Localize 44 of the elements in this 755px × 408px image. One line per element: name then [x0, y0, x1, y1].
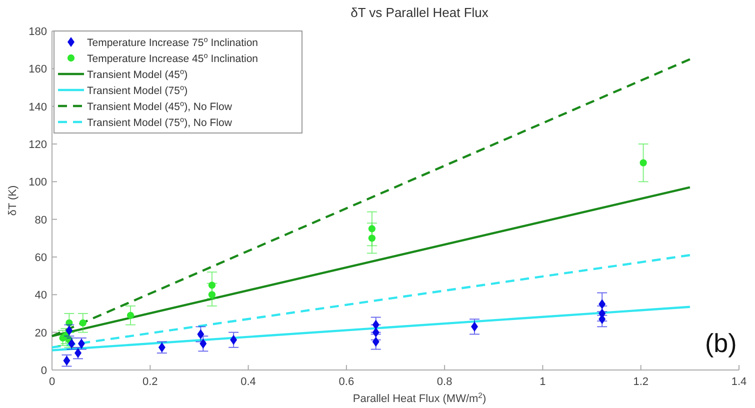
x-tick-label: 1.2	[633, 376, 649, 388]
x-tick-label: 1.4	[731, 376, 747, 388]
y-tick-label: 60	[34, 252, 47, 264]
x-tick-label: 0.8	[436, 376, 452, 388]
legend-label: Transient Model (75$^{o}$), No Flow	[87, 114, 232, 129]
x-tick-label: 0	[48, 376, 56, 388]
point	[230, 334, 238, 345]
y-tick-label: 20	[34, 327, 47, 340]
point	[640, 159, 647, 166]
x-tick-label: 0.2	[142, 376, 158, 388]
legend-label: Temperature Increase 75$^{o}$ Inclination	[87, 34, 258, 49]
point	[197, 329, 204, 340]
y-tick-label: 180	[28, 26, 47, 38]
legend-label: Temperature Increase 45$^{o}$ Inclination	[87, 50, 258, 65]
y-tick-label: 120	[28, 139, 47, 151]
y-tick-label: 0	[40, 365, 47, 377]
point	[126, 312, 134, 319]
y-tick-label: 80	[34, 214, 47, 226]
y-axis-title: δT (K)	[7, 185, 19, 216]
x-tick-label: 0.4	[240, 376, 256, 388]
point	[372, 320, 380, 330]
annotation: (b)	[705, 328, 737, 358]
legend-label: Transient Model (45$^{o}$)	[87, 66, 188, 81]
point	[66, 319, 73, 326]
point	[598, 299, 606, 310]
point	[368, 225, 376, 232]
y-tick-label: 160	[28, 64, 47, 76]
point	[208, 282, 216, 289]
x-tick-label: 1	[540, 376, 546, 388]
y-tick-label: 140	[28, 101, 47, 114]
legend-label: Transient Model (75$^{o}$)	[87, 82, 188, 97]
y-tick-label: 100	[28, 176, 47, 189]
point	[372, 327, 380, 338]
point	[200, 338, 207, 349]
legend-label: Transient Model (45$^{o}$), No Flow	[87, 98, 232, 113]
chart-title: δT vs Parallel Heat Flux	[350, 5, 489, 20]
point	[79, 319, 86, 326]
point	[372, 336, 380, 347]
y-tick-label: 40	[34, 290, 47, 302]
point	[368, 234, 376, 242]
x-tick-label: 0.6	[338, 376, 354, 388]
x-axis-title: Parallel Heat Flux (MW/m$^{2}$)	[352, 390, 486, 405]
point	[471, 322, 478, 332]
point	[208, 291, 216, 298]
